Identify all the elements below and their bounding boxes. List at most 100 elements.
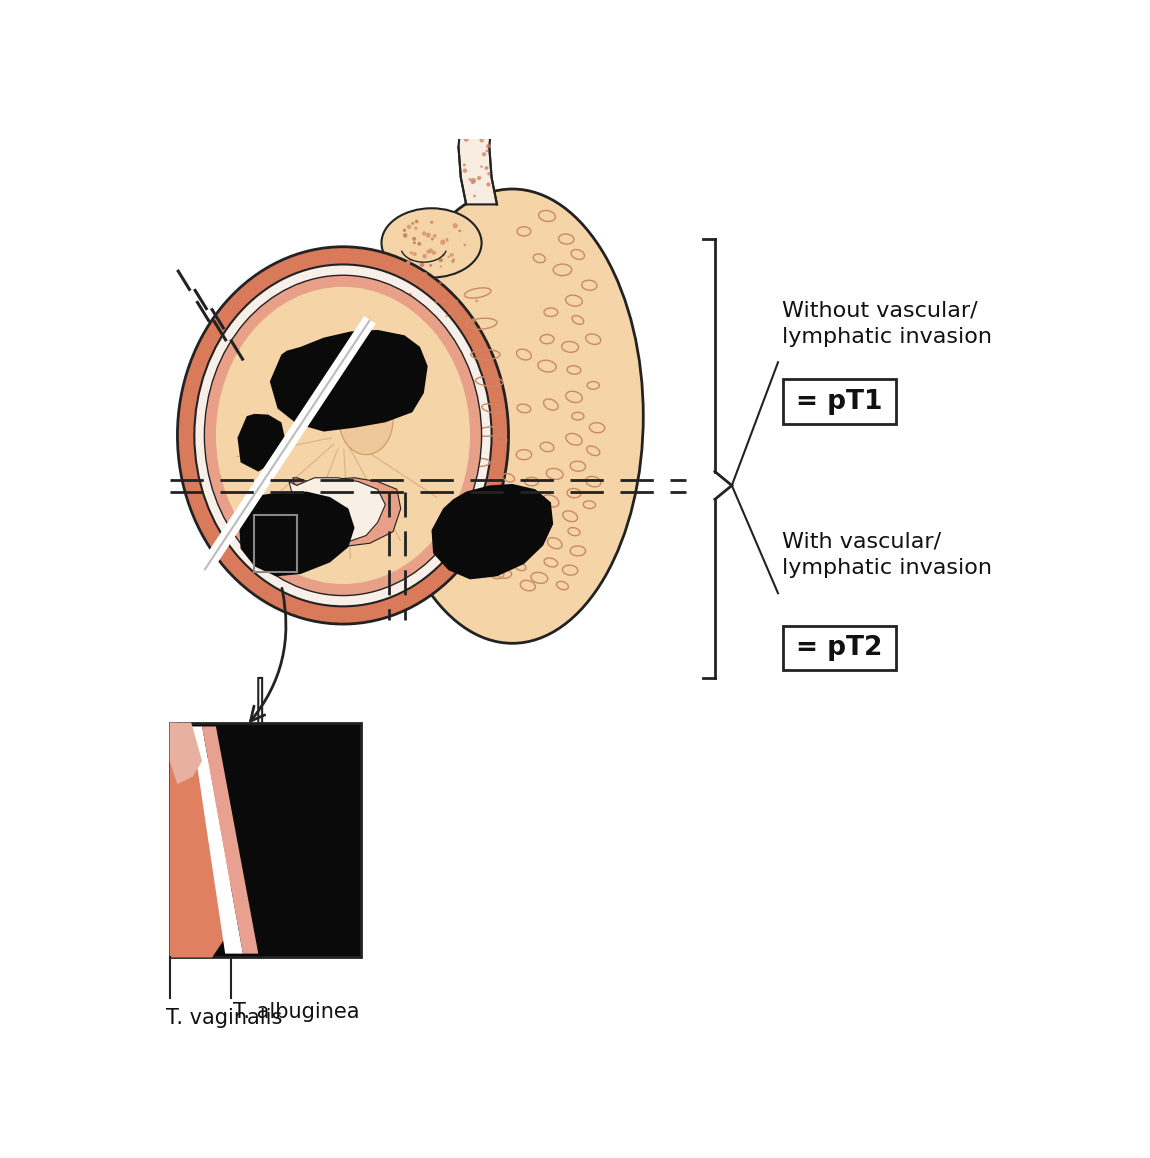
Circle shape bbox=[485, 149, 489, 153]
Circle shape bbox=[426, 233, 431, 237]
Circle shape bbox=[435, 301, 437, 303]
Circle shape bbox=[472, 178, 476, 183]
Text: = pT2: = pT2 bbox=[797, 635, 883, 661]
Ellipse shape bbox=[194, 264, 491, 607]
Ellipse shape bbox=[382, 189, 643, 644]
Circle shape bbox=[428, 316, 432, 321]
Circle shape bbox=[432, 251, 436, 255]
Circle shape bbox=[462, 163, 466, 167]
Polygon shape bbox=[459, 124, 497, 205]
Circle shape bbox=[445, 315, 448, 317]
Circle shape bbox=[413, 241, 416, 244]
Circle shape bbox=[448, 310, 452, 314]
Circle shape bbox=[470, 179, 475, 184]
Circle shape bbox=[407, 225, 412, 229]
Circle shape bbox=[442, 299, 446, 302]
Ellipse shape bbox=[216, 287, 470, 584]
Polygon shape bbox=[293, 478, 400, 547]
Circle shape bbox=[445, 237, 448, 241]
Text: = pT1: = pT1 bbox=[796, 389, 883, 415]
Circle shape bbox=[473, 195, 476, 197]
Circle shape bbox=[422, 254, 427, 258]
Circle shape bbox=[402, 233, 407, 237]
Circle shape bbox=[447, 256, 450, 258]
Circle shape bbox=[462, 168, 467, 173]
Circle shape bbox=[442, 254, 445, 256]
Text: T. albuginea: T. albuginea bbox=[232, 1002, 359, 1023]
Circle shape bbox=[480, 126, 482, 130]
Circle shape bbox=[422, 232, 427, 235]
Circle shape bbox=[422, 272, 428, 277]
Polygon shape bbox=[239, 492, 354, 577]
Circle shape bbox=[475, 300, 478, 302]
Circle shape bbox=[438, 258, 443, 262]
Circle shape bbox=[488, 173, 491, 175]
Circle shape bbox=[453, 223, 458, 228]
Circle shape bbox=[486, 182, 491, 186]
Polygon shape bbox=[431, 484, 553, 579]
Circle shape bbox=[439, 265, 442, 267]
Ellipse shape bbox=[339, 386, 393, 455]
Circle shape bbox=[446, 240, 448, 242]
Circle shape bbox=[472, 318, 476, 323]
Circle shape bbox=[481, 166, 483, 168]
Circle shape bbox=[450, 252, 454, 257]
Circle shape bbox=[468, 178, 471, 181]
Circle shape bbox=[463, 243, 466, 247]
Circle shape bbox=[458, 315, 463, 321]
Circle shape bbox=[430, 221, 434, 223]
Circle shape bbox=[439, 281, 442, 284]
Circle shape bbox=[415, 220, 419, 223]
Circle shape bbox=[452, 258, 454, 261]
Circle shape bbox=[482, 152, 486, 156]
Circle shape bbox=[399, 303, 404, 308]
Circle shape bbox=[407, 293, 412, 298]
Circle shape bbox=[481, 126, 484, 130]
Circle shape bbox=[428, 248, 434, 254]
Circle shape bbox=[413, 252, 416, 256]
Circle shape bbox=[429, 264, 432, 266]
Polygon shape bbox=[289, 478, 385, 541]
Ellipse shape bbox=[382, 208, 482, 278]
Circle shape bbox=[459, 229, 461, 233]
Circle shape bbox=[455, 300, 458, 302]
Circle shape bbox=[451, 259, 454, 263]
Circle shape bbox=[406, 261, 411, 265]
Circle shape bbox=[402, 228, 406, 232]
Circle shape bbox=[486, 144, 490, 148]
Text: Without vascular/
lymphatic invasion: Without vascular/ lymphatic invasion bbox=[782, 301, 991, 347]
Circle shape bbox=[468, 132, 473, 137]
Circle shape bbox=[440, 240, 445, 244]
Circle shape bbox=[431, 237, 434, 241]
Polygon shape bbox=[202, 726, 259, 954]
Circle shape bbox=[463, 137, 469, 141]
Polygon shape bbox=[170, 723, 231, 958]
Circle shape bbox=[427, 250, 430, 254]
Ellipse shape bbox=[205, 276, 482, 595]
Circle shape bbox=[412, 236, 416, 241]
Bar bbox=[254, 514, 297, 572]
Circle shape bbox=[432, 234, 437, 237]
Circle shape bbox=[484, 166, 489, 170]
FancyBboxPatch shape bbox=[783, 379, 896, 424]
Circle shape bbox=[408, 259, 412, 263]
Circle shape bbox=[417, 242, 421, 245]
Circle shape bbox=[411, 302, 413, 306]
Circle shape bbox=[480, 138, 484, 142]
Circle shape bbox=[477, 176, 481, 181]
Circle shape bbox=[412, 222, 414, 225]
Text: T. vaginalis: T. vaginalis bbox=[166, 1007, 282, 1027]
Bar bbox=[170, 723, 361, 958]
Polygon shape bbox=[238, 413, 285, 471]
Circle shape bbox=[420, 263, 424, 267]
Circle shape bbox=[414, 227, 417, 229]
Polygon shape bbox=[243, 677, 282, 763]
Polygon shape bbox=[270, 330, 428, 432]
Circle shape bbox=[409, 251, 413, 255]
Polygon shape bbox=[170, 723, 202, 784]
Circle shape bbox=[401, 313, 405, 316]
Ellipse shape bbox=[177, 247, 508, 624]
Circle shape bbox=[470, 133, 476, 138]
Circle shape bbox=[404, 308, 407, 313]
FancyBboxPatch shape bbox=[783, 625, 896, 670]
